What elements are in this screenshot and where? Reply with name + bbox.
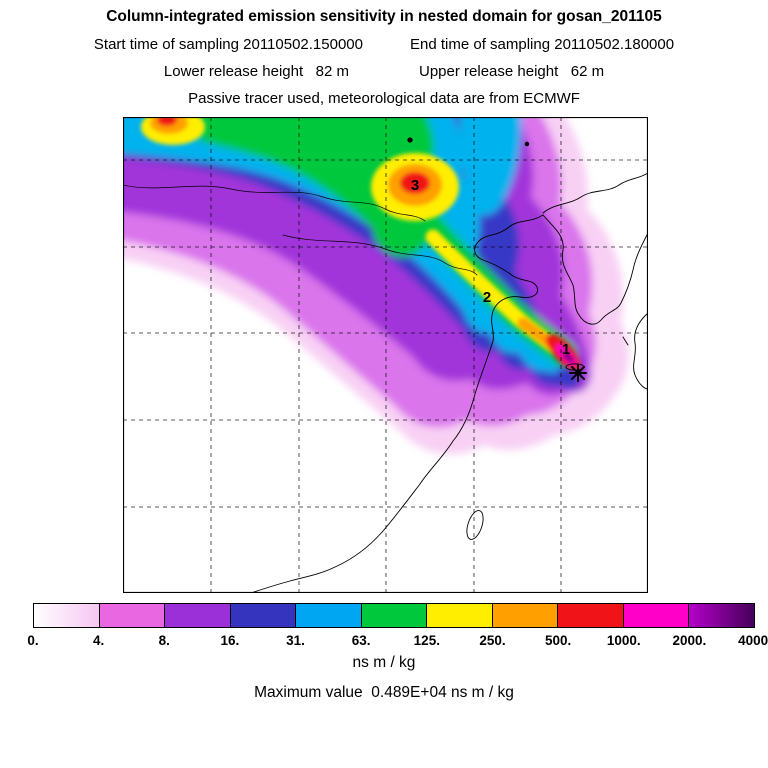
map-poi-dot [524,141,530,147]
colorbar-cell-8 [557,604,623,627]
colorbar-cell-2 [164,604,230,627]
colorbar-cell-10 [688,604,755,627]
sensitivity-plume-field [123,117,629,455]
colorbar-tick-label: 0. [27,633,39,648]
upper-release-label: Upper release height 62 m [419,63,605,80]
china-coastline [250,214,544,593]
colorbar-cell-3 [229,604,296,627]
colorbar [33,603,755,628]
release-heights-line: Lower release height 82 m Upper release … [0,63,768,80]
lower-release-label: Lower release height 82 m [163,63,349,80]
colorbar-cell-1 [98,604,165,627]
colorbar-tick-label: 8. [158,633,170,648]
map-border [123,117,648,593]
japan-kyushu-coast [633,312,648,390]
korea-coastline [542,214,648,325]
colorbar-tick-label: 63. [351,633,371,648]
plume-marker-2: 2 [483,289,491,306]
figure-header: Column-integrated emission sensitivity i… [0,5,768,117]
colorbar-tick-label: 250. [479,633,506,648]
max-value-label: Maximum value 0.489E+04 ns m / kg [254,684,514,701]
inland-border-line-1 [123,184,426,222]
colorbar-tick-label: 500. [544,633,572,648]
inland-border-line-2 [282,234,478,276]
plume-marker-1: 1 [562,341,570,358]
receptor-star-marker [569,364,587,382]
end-time-label: End time of sampling 20110502.180000 [409,36,675,53]
colorbar-cell-7 [491,604,558,627]
colorbar-tick-label: 16. [220,633,240,648]
map-svg: 3 2 1 [123,117,648,593]
tracer-label: Passive tracer used, meteorological data… [188,90,580,107]
colorbar-tick-label: 4000. [738,633,768,648]
colorbar-cell-4 [295,604,361,627]
colorbar-ticks: 0. 4. 8. 16. 31. 63. 125. 250. 500. 1000. 2000. 400… [27,633,768,649]
colorbar-tick-label: 31. [286,633,305,648]
colorbar-cell-6 [426,604,492,627]
sampling-times-line: Start time of sampling 20110502.150000 E… [0,36,768,53]
map-poi-dot [407,137,413,143]
colorbar-cell-5 [360,604,427,627]
colorbar-tick-label: 125. [413,633,440,648]
start-time-label: Start time of sampling 20110502.150000 [93,36,363,53]
colorbar-tick-label: 1000. [606,633,641,648]
tracer-line: Passive tracer used, meteorological data… [0,90,768,107]
taiwan-island [466,510,484,540]
plume-marker-3: 3 [411,177,419,194]
ne-border-line [542,172,648,214]
colorbar-cell-9 [622,604,689,627]
colorbar-units-label: ns m / kg [352,654,416,671]
sensitivity-map: 3 2 1 [123,117,648,593]
tsushima-island [622,336,629,346]
colorbar-cell-0 [34,604,99,627]
colorbar-tick-label: 2000. [672,633,707,648]
figure-title: Column-integrated emission sensitivity i… [106,8,662,25]
colorbar-tick-label: 4. [92,633,105,648]
sensitivity-plume-cores [141,117,581,371]
